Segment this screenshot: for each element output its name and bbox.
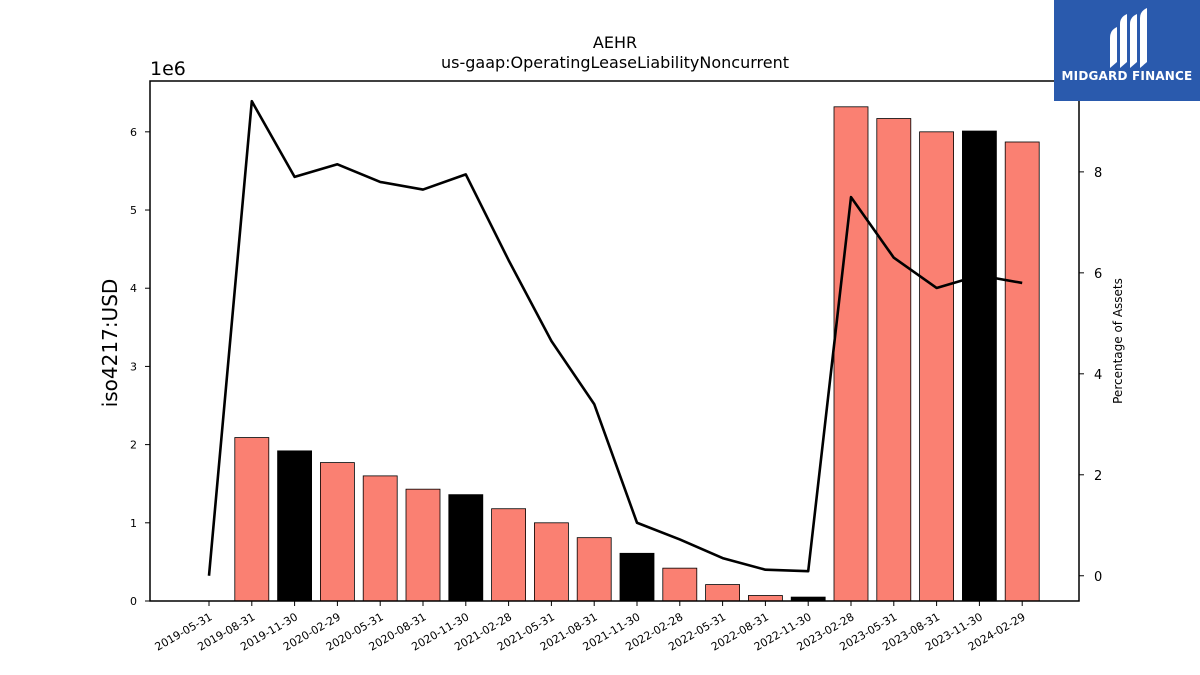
y-tick-label: 6 xyxy=(130,126,137,139)
x-axis-ticks: 2019-05-312019-08-312019-11-302020-02-29… xyxy=(153,601,1028,654)
bar-2022-08-31 xyxy=(748,595,783,602)
y2-tick-label: 8 xyxy=(1094,166,1102,181)
bar-2024-02-29 xyxy=(1004,141,1040,602)
y2-tick-label: 2 xyxy=(1094,469,1102,484)
y2-tick-label: 0 xyxy=(1094,570,1102,585)
watermark-logo: MIDGARD FINANCE xyxy=(1054,0,1200,101)
chart-title: AEHR xyxy=(593,33,637,52)
bar-2022-02-28 xyxy=(662,567,698,602)
left-axis-ticks: 0 1 2 3 4 5 6 xyxy=(130,126,150,608)
bar-group xyxy=(234,106,1040,602)
y-tick-label: 3 xyxy=(130,360,137,373)
watermark-brand-text: MIDGARD FINANCE xyxy=(1061,69,1193,83)
bar-2020-05-31 xyxy=(362,475,398,602)
y-tick-label: 1 xyxy=(130,517,137,530)
bar-2019-08-31 xyxy=(234,437,270,602)
y2-axis-label: Percentage of Assets xyxy=(1111,278,1125,404)
bar-2022-05-31 xyxy=(705,584,740,602)
bar-2021-02-28 xyxy=(491,508,527,602)
y-tick-label: 5 xyxy=(130,204,137,217)
bar-2021-08-31 xyxy=(576,537,612,602)
bar-2020-08-31 xyxy=(405,488,441,602)
right-axis-ticks: 0 2 4 6 8 xyxy=(1079,166,1102,585)
chart-subtitle: us-gaap:OperatingLeaseLiabilityNoncurren… xyxy=(441,53,789,72)
line-group xyxy=(207,99,1023,576)
bar-2023-08-31 xyxy=(919,131,954,602)
y-axis-label: iso4217:USD xyxy=(98,279,122,408)
bar-2023-02-28 xyxy=(833,106,869,602)
bar-2020-02-29 xyxy=(319,462,355,602)
y-tick-label: 4 xyxy=(130,282,137,295)
bar-2023-05-31 xyxy=(876,118,912,602)
y-offset-label: 1e6 xyxy=(150,58,186,80)
y2-tick-label: 4 xyxy=(1094,368,1102,383)
bar-2020-11-30 xyxy=(448,494,484,602)
y-tick-label: 0 xyxy=(130,595,137,608)
bar-2019-11-30 xyxy=(277,450,313,602)
y2-tick-label: 6 xyxy=(1094,267,1102,282)
percentage-line xyxy=(207,99,1023,576)
bar-2023-11-30 xyxy=(962,130,997,602)
plot-frame xyxy=(149,80,1080,602)
bar-2021-05-31 xyxy=(534,522,569,602)
bar-2021-11-30 xyxy=(619,552,655,602)
midgard-logo-icon xyxy=(1110,8,1147,68)
y-tick-label: 2 xyxy=(130,439,137,452)
